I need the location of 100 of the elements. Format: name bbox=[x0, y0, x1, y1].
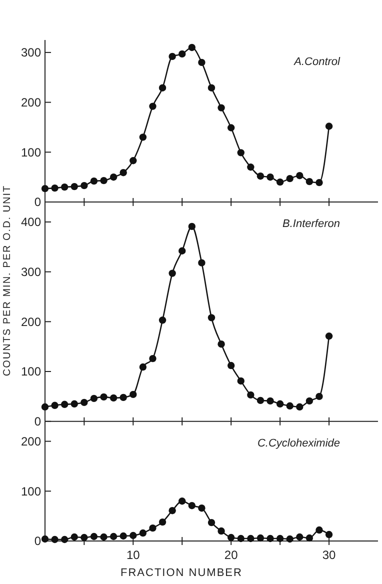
point bbox=[227, 534, 235, 542]
point bbox=[41, 184, 49, 192]
x-tick-label: 20 bbox=[224, 548, 238, 562]
point bbox=[198, 259, 206, 266]
point bbox=[139, 134, 147, 141]
point bbox=[247, 164, 254, 171]
point bbox=[227, 362, 235, 370]
point bbox=[266, 397, 274, 405]
point bbox=[90, 177, 98, 185]
point bbox=[247, 534, 254, 542]
point bbox=[130, 157, 137, 164]
point bbox=[237, 149, 244, 156]
point bbox=[286, 402, 294, 410]
point bbox=[286, 535, 294, 543]
point bbox=[110, 394, 118, 402]
point bbox=[276, 178, 284, 186]
point bbox=[286, 174, 294, 182]
point bbox=[218, 527, 225, 535]
point bbox=[208, 314, 216, 322]
point bbox=[158, 84, 166, 92]
text: B.Interferon bbox=[282, 218, 340, 230]
y-tick-label: 300 bbox=[20, 46, 42, 60]
point bbox=[316, 526, 323, 534]
point bbox=[90, 394, 98, 402]
y-tick-label: 100 bbox=[20, 145, 42, 160]
point bbox=[60, 400, 68, 408]
point bbox=[178, 498, 186, 505]
point bbox=[80, 182, 88, 190]
point bbox=[325, 530, 333, 538]
text: C.Cycloheximide bbox=[257, 437, 340, 450]
point bbox=[208, 84, 216, 92]
point bbox=[198, 504, 206, 512]
y-tick-label: 0 bbox=[34, 534, 42, 548]
y-tick-label: 100 bbox=[20, 364, 42, 379]
point bbox=[41, 535, 49, 543]
point bbox=[70, 533, 78, 541]
point bbox=[139, 529, 147, 537]
point bbox=[149, 524, 156, 532]
point bbox=[139, 363, 147, 371]
point bbox=[120, 169, 127, 176]
point bbox=[276, 534, 284, 542]
y-tick-label: 200 bbox=[20, 314, 42, 329]
point bbox=[70, 400, 78, 408]
y-tick-label: 0 bbox=[34, 414, 42, 429]
point bbox=[110, 173, 118, 181]
point bbox=[296, 172, 304, 180]
point bbox=[237, 377, 244, 385]
point bbox=[80, 534, 88, 542]
point bbox=[266, 173, 274, 181]
point bbox=[276, 400, 284, 408]
point bbox=[306, 397, 314, 405]
point bbox=[218, 104, 225, 112]
point bbox=[178, 247, 186, 254]
point bbox=[168, 506, 176, 514]
y-axis-title: COUNTS PER MIN. PER O.D. UNIT bbox=[2, 184, 13, 376]
point bbox=[149, 102, 156, 110]
point bbox=[306, 534, 314, 542]
point bbox=[51, 184, 58, 192]
point bbox=[218, 340, 225, 348]
point bbox=[41, 403, 49, 410]
point bbox=[100, 393, 108, 401]
point bbox=[149, 354, 156, 362]
point bbox=[227, 124, 235, 132]
y-tick-label: 100 bbox=[20, 484, 42, 498]
point bbox=[306, 178, 314, 186]
point bbox=[178, 50, 186, 58]
point bbox=[90, 532, 98, 540]
point bbox=[325, 122, 333, 130]
x-tick-label: 30 bbox=[322, 548, 336, 562]
point bbox=[198, 58, 206, 66]
point bbox=[188, 222, 196, 230]
point bbox=[188, 502, 196, 510]
point bbox=[130, 532, 137, 540]
y-tick-label: 400 bbox=[20, 215, 42, 230]
point bbox=[168, 52, 176, 60]
point bbox=[296, 403, 304, 410]
point bbox=[168, 270, 176, 277]
point bbox=[256, 172, 264, 180]
text: A.Control bbox=[293, 56, 341, 68]
point bbox=[51, 402, 58, 410]
point bbox=[237, 534, 244, 542]
point bbox=[80, 398, 88, 406]
point bbox=[208, 518, 216, 526]
point bbox=[256, 396, 264, 404]
point bbox=[158, 518, 166, 526]
y-tick-label: 200 bbox=[20, 96, 42, 110]
point bbox=[120, 394, 127, 402]
point bbox=[266, 534, 274, 542]
point bbox=[325, 332, 333, 340]
point bbox=[70, 182, 78, 190]
point bbox=[188, 44, 196, 52]
point bbox=[60, 536, 68, 544]
x-tick-label: 10 bbox=[126, 548, 140, 562]
point bbox=[120, 532, 127, 540]
point bbox=[296, 533, 304, 541]
point bbox=[247, 391, 254, 399]
point bbox=[60, 183, 68, 191]
point bbox=[256, 534, 264, 542]
point bbox=[316, 178, 323, 186]
x-axis-title: FRACTION NUMBER bbox=[120, 567, 242, 579]
